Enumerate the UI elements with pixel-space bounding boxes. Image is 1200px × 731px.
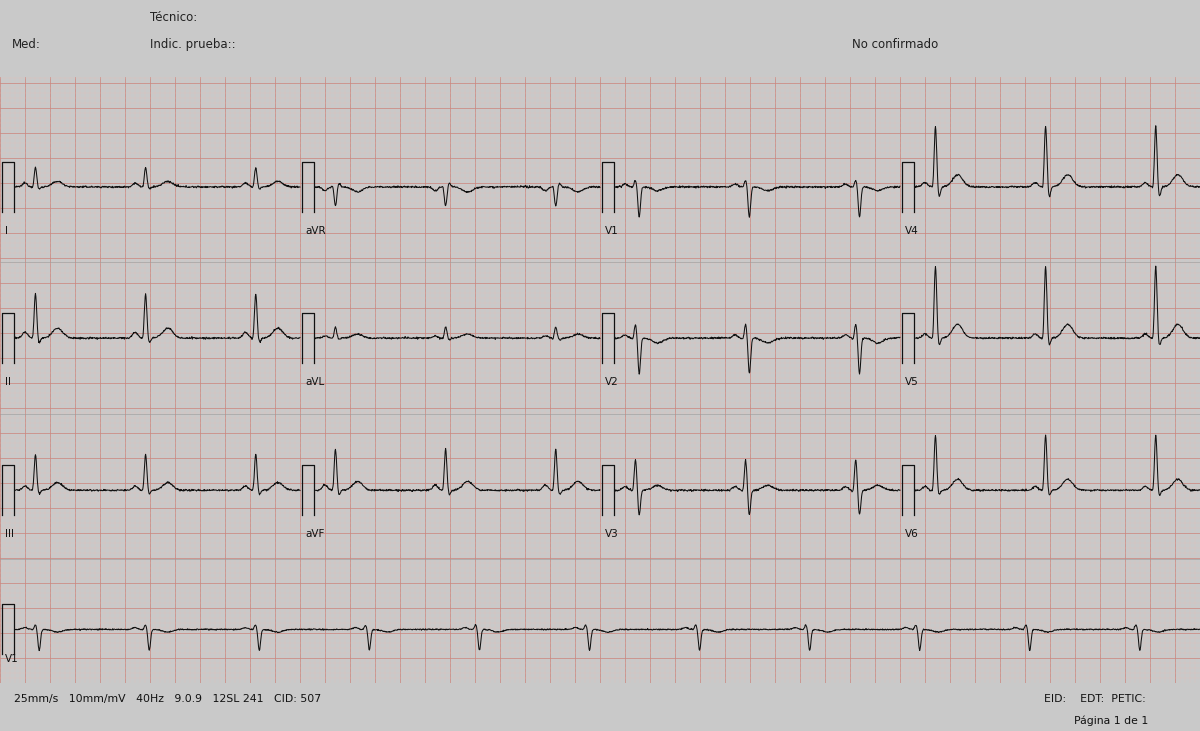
Text: Página 1 de 1: Página 1 de 1 (1074, 716, 1148, 726)
Text: aVR: aVR (305, 226, 325, 235)
Text: Técnico:: Técnico: (150, 12, 197, 25)
Text: V1: V1 (605, 226, 619, 235)
Text: Indic. prueba::: Indic. prueba:: (150, 37, 235, 50)
Text: Med:: Med: (12, 37, 41, 50)
Text: aVL: aVL (305, 377, 324, 387)
Text: EID:    EDT:  PETIC:: EID: EDT: PETIC: (1044, 694, 1146, 703)
Text: No confirmado: No confirmado (852, 37, 938, 50)
Text: II: II (5, 377, 11, 387)
Text: V1: V1 (5, 654, 19, 664)
Text: 25mm/s   10mm/mV   40Hz   9.0.9   12SL 241   CID: 507: 25mm/s 10mm/mV 40Hz 9.0.9 12SL 241 CID: … (14, 694, 322, 703)
Text: III: III (5, 529, 14, 539)
Text: aVF: aVF (305, 529, 324, 539)
Text: V2: V2 (605, 377, 619, 387)
Text: V5: V5 (905, 377, 919, 387)
Text: V6: V6 (905, 529, 919, 539)
Text: V4: V4 (905, 226, 919, 235)
Text: I: I (5, 226, 8, 235)
Text: V3: V3 (605, 529, 619, 539)
